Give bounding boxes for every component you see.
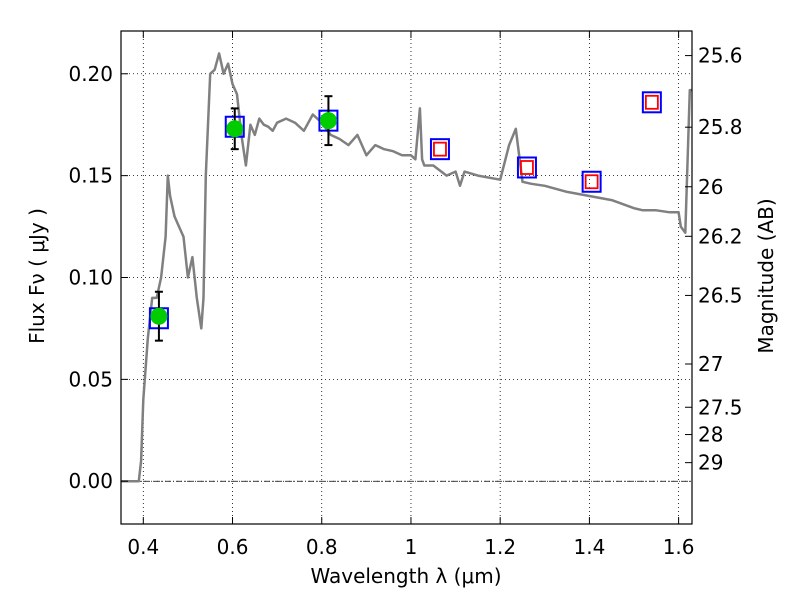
sed-layer bbox=[121, 52, 692, 483]
mag-tick-label: 27 bbox=[698, 352, 723, 376]
mag-tick-label: 28 bbox=[698, 423, 723, 447]
limit-square bbox=[644, 94, 659, 110]
x-tick-label: 1.4 bbox=[573, 535, 605, 559]
limit-square bbox=[520, 160, 534, 175]
points-layer bbox=[148, 91, 662, 342]
x-tick-label: 1.2 bbox=[484, 535, 516, 559]
limit-square bbox=[433, 141, 447, 157]
x-tick-label: 0.6 bbox=[217, 535, 249, 559]
x-tick-label: 0.8 bbox=[306, 535, 338, 559]
y-tick-label: 0.20 bbox=[68, 62, 113, 86]
y-tick-label: 0.10 bbox=[68, 266, 113, 290]
y-tick-label: 0.00 bbox=[68, 469, 113, 493]
ticks-layer bbox=[121, 31, 692, 524]
mag-tick-label: 26.2 bbox=[698, 224, 743, 248]
model-photometry-square bbox=[581, 170, 602, 193]
y-tick-label: 0.15 bbox=[68, 164, 113, 188]
y-tick-label: 0.05 bbox=[68, 367, 113, 391]
model-photometry-square bbox=[429, 138, 450, 161]
model-photometry-square bbox=[516, 156, 537, 179]
y-right-axis-title: Magnitude (AB) bbox=[754, 198, 778, 353]
observed-photometry-point bbox=[319, 112, 337, 130]
y-axis-title: Flux Fν ( μJy ) bbox=[25, 208, 49, 344]
mag-tick-label: 25.6 bbox=[698, 44, 743, 68]
sed-template-line bbox=[121, 52, 692, 483]
mag-tick-label: 29 bbox=[698, 451, 723, 475]
mag-tick-label: 26.5 bbox=[698, 283, 743, 307]
mag-tick-label: 27.5 bbox=[698, 395, 743, 419]
x-axis-title: Wavelength λ (μm) bbox=[310, 564, 501, 588]
observed-photometry-point bbox=[226, 120, 244, 138]
limit-square bbox=[584, 174, 599, 190]
x-tick-label: 1.6 bbox=[663, 535, 695, 559]
observed-photometry-point bbox=[150, 307, 168, 325]
labels-layer: 0.4 0.6 0.8 1 1.2 1.4 1.6 0.00 0.05 0.10 0.15 0.20 2… bbox=[68, 44, 742, 559]
model-photometry-square bbox=[641, 91, 662, 114]
mag-tick-label: 26 bbox=[698, 175, 723, 199]
x-tick-label: 1 bbox=[405, 535, 418, 559]
mag-tick-label: 25.8 bbox=[698, 115, 743, 139]
x-tick-label: 0.4 bbox=[127, 535, 159, 559]
